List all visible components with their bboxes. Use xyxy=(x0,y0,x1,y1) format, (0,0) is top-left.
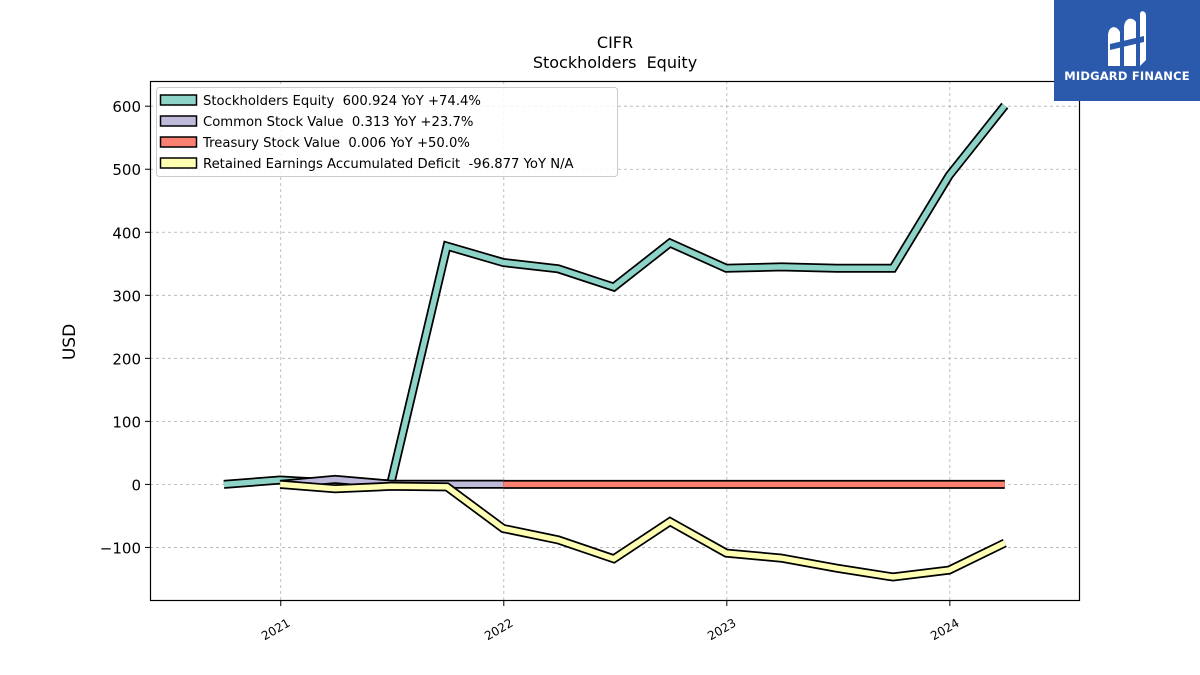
legend-item: Common Stock Value 0.313 YoY +23.7% xyxy=(159,115,473,130)
legend-item: Treasury Stock Value 0.006 YoY +50.0% xyxy=(159,136,470,151)
chart-subtitle: Stockholders Equity xyxy=(533,53,697,72)
legend-box xyxy=(156,87,618,177)
y-tick-label: 400 xyxy=(112,224,141,242)
y-tick-label: −100 xyxy=(100,539,141,557)
midgard-logo-icon xyxy=(1108,11,1146,66)
x-tick-label: 2021 xyxy=(259,616,292,643)
chart-title: CIFR xyxy=(597,33,633,52)
x-axis: 2021 2022 2023 2024 xyxy=(259,601,962,643)
x-tick-label: 2023 xyxy=(705,616,738,643)
y-tick-label: 100 xyxy=(112,413,141,431)
y-tick-label: 600 xyxy=(112,98,141,116)
brand-logo: MIDGARD FINANCE xyxy=(1054,0,1200,101)
legend-swatch xyxy=(159,94,198,106)
brand-name: MIDGARD FINANCE xyxy=(1064,69,1190,83)
legend-label: Retained Earnings Accumulated Deficit -9… xyxy=(203,157,574,172)
y-axis-label: USD xyxy=(60,324,80,360)
series-layer xyxy=(223,102,1009,582)
y-axis: 600 500 400 300 200 100 0 −100 xyxy=(100,98,150,557)
x-tick-label: 2022 xyxy=(482,616,515,643)
series-outline xyxy=(279,479,1007,582)
series-line xyxy=(279,479,1007,582)
x-tick-label: 2024 xyxy=(928,616,961,643)
legend-swatch xyxy=(159,115,198,127)
legend-label: Treasury Stock Value 0.006 YoY +50.0% xyxy=(202,136,470,151)
y-tick-label: 300 xyxy=(112,287,141,305)
y-tick-label: 500 xyxy=(112,161,141,179)
legend: Stockholders Equity 600.924 YoY +74.4% Co… xyxy=(156,87,618,177)
legend-label: Stockholders Equity 600.924 YoY +74.4% xyxy=(203,94,481,109)
plot-frame xyxy=(149,80,1081,602)
legend-swatch xyxy=(159,157,198,169)
legend-item: Retained Earnings Accumulated Deficit -9… xyxy=(159,157,574,172)
y-tick-label: 0 xyxy=(131,476,141,494)
legend-swatch xyxy=(159,136,198,148)
series-stroke xyxy=(279,481,1007,580)
legend-item: Stockholders Equity 600.924 YoY +74.4% xyxy=(159,94,481,109)
y-tick-label: 200 xyxy=(112,350,141,368)
legend-label: Common Stock Value 0.313 YoY +23.7% xyxy=(203,115,473,130)
